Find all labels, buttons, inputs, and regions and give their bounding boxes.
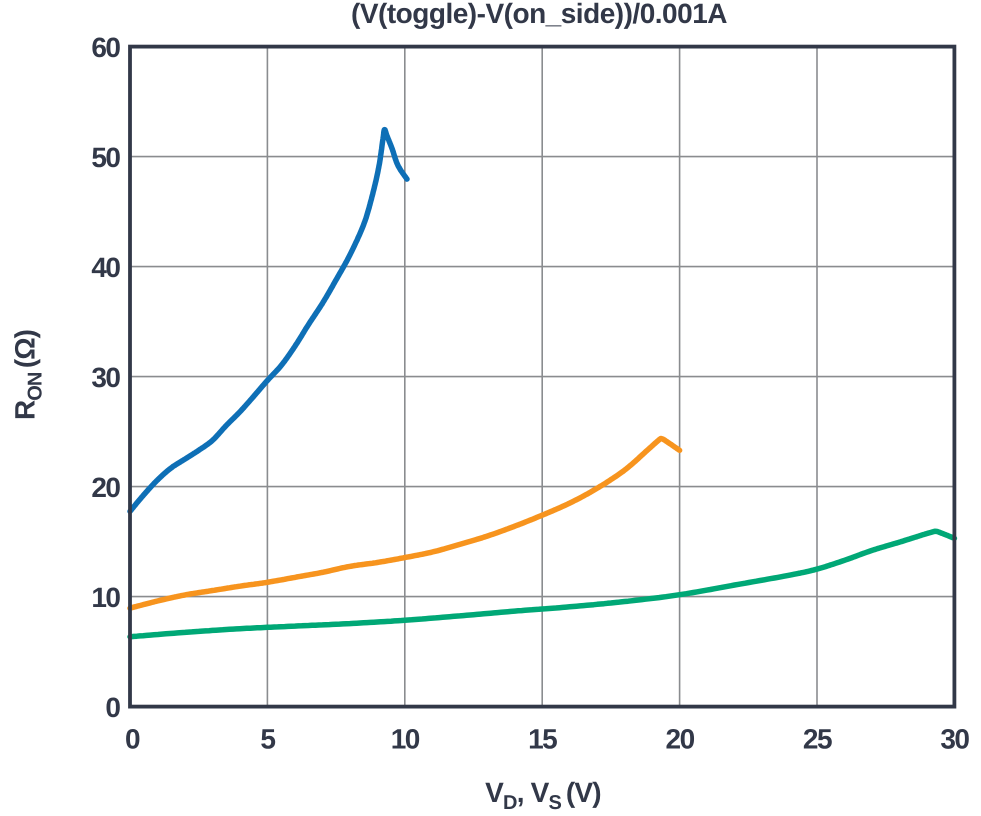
svg-text:20: 20 bbox=[91, 472, 120, 503]
svg-text:15: 15 bbox=[528, 724, 557, 755]
svg-text:25: 25 bbox=[803, 724, 832, 755]
svg-text:10: 10 bbox=[391, 724, 420, 755]
svg-text:30: 30 bbox=[91, 362, 120, 393]
svg-text:10: 10 bbox=[91, 582, 120, 613]
svg-text:60: 60 bbox=[91, 32, 120, 63]
svg-text:30: 30 bbox=[940, 724, 969, 755]
svg-text:40: 40 bbox=[91, 252, 120, 283]
svg-text:VD, VS (V): VD, VS (V) bbox=[485, 777, 601, 814]
svg-text:50: 50 bbox=[91, 142, 120, 173]
svg-text:(V(toggle)-V(on_side))/0.001A: (V(toggle)-V(on_side))/0.001A bbox=[351, 0, 727, 29]
svg-text:5: 5 bbox=[260, 724, 275, 755]
svg-text:0: 0 bbox=[125, 724, 140, 755]
svg-text:20: 20 bbox=[666, 724, 695, 755]
svg-text:0: 0 bbox=[105, 692, 120, 723]
svg-text:RON (Ω): RON (Ω) bbox=[10, 330, 47, 420]
